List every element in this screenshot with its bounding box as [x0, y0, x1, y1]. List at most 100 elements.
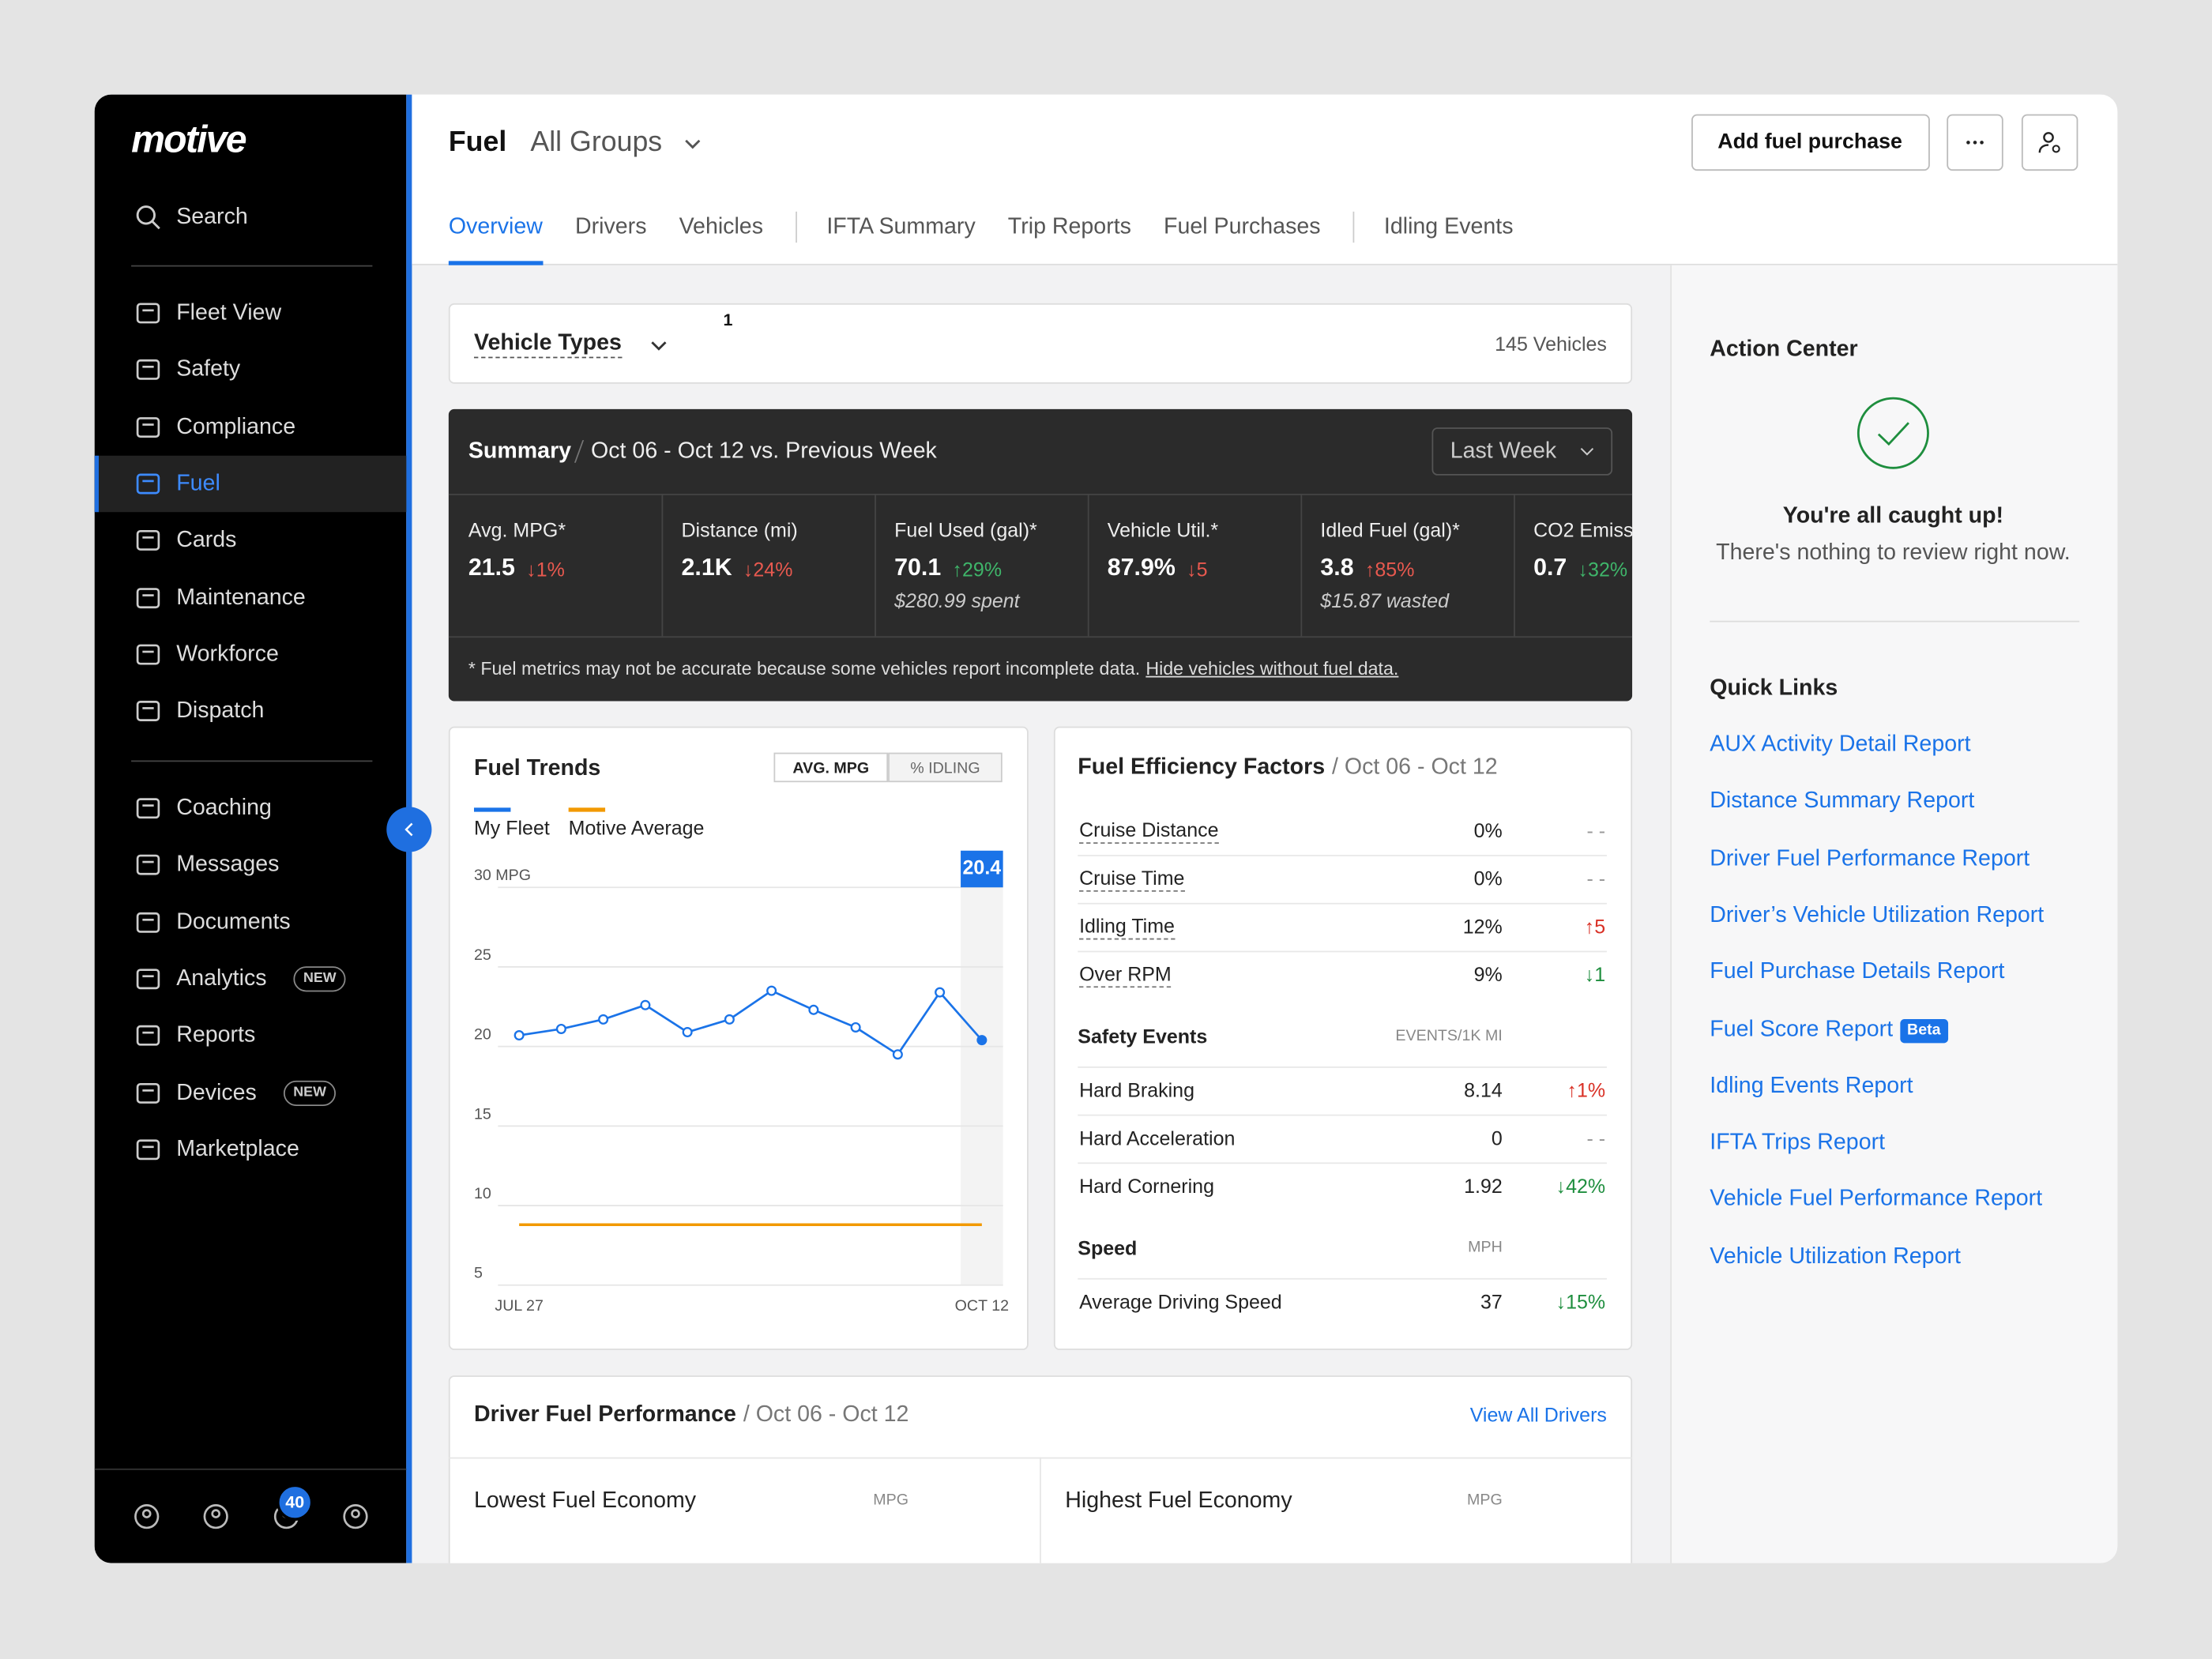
nav-icon [136, 798, 160, 819]
nav-icon [136, 1139, 160, 1160]
icon-shape [141, 1509, 152, 1518]
nav-item[interactable]: Coaching [176, 796, 272, 821]
filter-card [448, 303, 1633, 384]
nav-item[interactable]: Safety [176, 358, 241, 382]
tab[interactable]: Overview [448, 215, 543, 239]
quick-link[interactable]: AUX Activity Detail Report [1710, 732, 1971, 757]
view-all-link[interactable]: View All Drivers [1469, 1403, 1607, 1426]
quick-link[interactable]: Fuel Score Report [1710, 1017, 1894, 1041]
factor-change: - - [1586, 867, 1606, 890]
collapse-chevron [404, 822, 413, 837]
metric-label: Distance (mi) [681, 518, 798, 542]
footer-icon[interactable] [201, 1503, 230, 1531]
footnote-link[interactable]: Hide vehicles without fuel data. [1146, 657, 1399, 679]
nav-item[interactable]: Maintenance [176, 585, 306, 610]
nav-icon [136, 416, 160, 438]
tab[interactable]: Fuel Purchases [1164, 215, 1321, 239]
quick-link[interactable]: Idling Events Report [1710, 1074, 1913, 1098]
toggle[interactable] [888, 752, 1003, 783]
row-divider [1078, 1114, 1607, 1116]
metric-change: ↑29% [952, 558, 1003, 581]
nav-icon [136, 701, 160, 722]
nav-item[interactable]: Messages [176, 852, 280, 878]
period-select[interactable] [1431, 427, 1613, 476]
metric-change: ↓1% [526, 558, 565, 581]
icon-shape [134, 1504, 160, 1529]
more-icon [1966, 141, 1984, 145]
divider [94, 1468, 407, 1470]
dot [1980, 141, 1984, 145]
group-selector[interactable]: All Groups [530, 126, 663, 158]
toggle-label: % IDLING [910, 759, 980, 777]
search-label[interactable]: Search [176, 205, 248, 230]
metric-label: Avg. MPG* [468, 518, 566, 542]
quick-link[interactable]: Driver’s Vehicle Utilization Report [1710, 903, 2045, 927]
tab[interactable]: IFTA Summary [826, 215, 976, 239]
icon-shape [136, 798, 160, 819]
section-header: Safety Events [1078, 1025, 1208, 1048]
metric-change: ↓5 [1187, 558, 1208, 581]
footer-icon[interactable] [133, 1503, 161, 1531]
quick-link[interactable]: Fuel Purchase Details Report [1710, 960, 2005, 984]
metric-value: 3.8 [1320, 554, 1354, 581]
nav-item[interactable]: Fleet View [176, 301, 282, 325]
period-chevron [1580, 447, 1594, 456]
filter-chevron [651, 341, 667, 351]
metric-value: 87.9% [1107, 554, 1176, 581]
column-title: Lowest Fuel Economy [473, 1488, 697, 1514]
nav-item[interactable]: Marketplace [176, 1137, 299, 1162]
metric-change: ↓24% [743, 558, 793, 581]
icon-shape [136, 530, 160, 551]
quick-link[interactable]: Vehicle Utilization Report [1710, 1244, 1961, 1269]
add-button[interactable] [1691, 114, 1930, 171]
more-button[interactable] [1947, 114, 2003, 171]
nav-item[interactable]: Reports [176, 1023, 256, 1048]
quick-link[interactable]: Distance Summary Report [1710, 789, 1975, 814]
user-settings-button[interactable] [2021, 114, 2078, 171]
nav-item[interactable]: Devices [176, 1080, 257, 1105]
icon-shape [136, 969, 160, 990]
factor-change: ↓42% [1556, 1174, 1606, 1198]
metric-value: 70.1 [894, 554, 942, 581]
collapse-button[interactable] [386, 807, 432, 852]
nav-item[interactable]: Documents [176, 909, 291, 935]
icon-shape [136, 855, 160, 876]
divider [131, 760, 373, 762]
page-title: Fuel [448, 126, 507, 158]
quick-link[interactable]: Vehicle Fuel Performance Report [1710, 1187, 2043, 1212]
legend-label: My Fleet [474, 818, 550, 840]
section-header: Speed [1078, 1236, 1138, 1259]
row-divider [1078, 1162, 1607, 1164]
factor-value: 9% [1473, 962, 1503, 986]
quick-link[interactable]: Driver Fuel Performance Report [1710, 846, 2030, 871]
tab[interactable]: Idling Events [1383, 215, 1514, 239]
nav-item[interactable]: Cards [176, 528, 237, 553]
quick-link[interactable]: IFTA Trips Report [1710, 1130, 1886, 1155]
icon-shape [136, 303, 160, 324]
section-unit: EVENTS/1K MI [1395, 1027, 1503, 1045]
card-range: / Oct 06 - Oct 12 [1332, 755, 1498, 780]
filter-dropdown[interactable]: Vehicle Types [473, 330, 622, 359]
nav-item[interactable]: Fuel [176, 471, 220, 496]
nav-icon [136, 912, 160, 933]
tab[interactable]: Vehicles [679, 215, 763, 239]
nav-item[interactable]: Compliance [176, 414, 296, 439]
right-panel [1670, 265, 2118, 1563]
highlight-band [961, 850, 1003, 1285]
check-icon [1856, 397, 1929, 469]
nav-item[interactable]: Workforce [176, 641, 279, 667]
nav-icon [136, 473, 160, 495]
factor-value: 8.14 [1464, 1078, 1503, 1101]
footer-icon[interactable] [341, 1503, 370, 1531]
nav-item[interactable]: Dispatch [176, 698, 265, 724]
tab[interactable]: Trip Reports [1007, 215, 1131, 239]
icon-shape [136, 701, 160, 722]
data-point [935, 987, 946, 998]
nav-item[interactable]: Analytics [176, 966, 267, 991]
x-tick-label: OCT 12 [955, 1297, 1009, 1315]
tab[interactable]: Drivers [575, 215, 647, 239]
notification-count: 40 [285, 1492, 305, 1512]
data-point [976, 1035, 988, 1046]
toggle[interactable] [773, 752, 889, 783]
sidebar [94, 94, 407, 1563]
